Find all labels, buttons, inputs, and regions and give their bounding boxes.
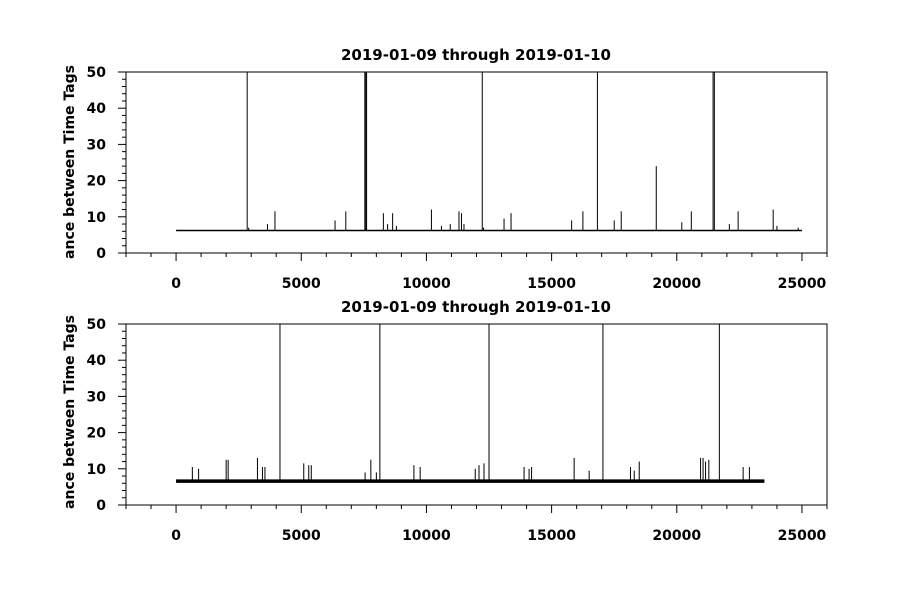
bottom-chart-title: 2019-01-09 through 2019-01-10 <box>341 298 611 316</box>
bottom-x-tick-label: 15000 <box>527 528 576 544</box>
top-y-tick-label: 10 <box>87 210 107 226</box>
bottom-x-tick-label: 20000 <box>652 528 701 544</box>
bottom-y-tick-label: 0 <box>96 498 106 514</box>
top-x-tick-label: 5000 <box>282 276 321 292</box>
bottom-x-tick-label: 25000 <box>778 528 827 544</box>
top-y-tick-label: 40 <box>87 101 107 117</box>
bottom-y-tick-label: 30 <box>87 389 107 405</box>
bottom-y-tick-label: 50 <box>87 317 107 333</box>
top-y-axis-label: ance between Time Tags <box>62 65 78 259</box>
bottom-x-tick-label: 0 <box>171 528 181 544</box>
bottom-y-tick-label: 10 <box>87 462 107 478</box>
bottom-y-tick-label: 40 <box>87 353 107 369</box>
top-x-tick-label: 25000 <box>778 276 827 292</box>
bottom-y-axis-label: ance between Time Tags <box>62 315 78 509</box>
top-x-tick-label: 15000 <box>527 276 576 292</box>
top-y-tick-label: 20 <box>87 174 107 190</box>
top-x-tick-label: 0 <box>171 276 181 292</box>
top-y-tick-label: 0 <box>96 246 106 262</box>
bottom-x-tick-label: 5000 <box>282 528 321 544</box>
top-chart-title: 2019-01-09 through 2019-01-10 <box>341 46 611 64</box>
top-y-tick-label: 30 <box>87 137 107 153</box>
top-plot-area: 0 5000 10000 15000 20000 25000 0 10 20 30 40 50 <box>87 65 828 292</box>
bottom-panel: 2019-01-09 through 2019-01-10 ance betwe… <box>62 298 828 544</box>
top-panel: 2019-01-09 through 2019-01-10 ance betwe… <box>62 46 828 292</box>
bottom-x-tick-label: 10000 <box>402 528 451 544</box>
top-x-tick-label: 10000 <box>402 276 451 292</box>
bottom-y-tick-label: 20 <box>87 426 107 442</box>
top-y-tick-label: 50 <box>87 65 107 81</box>
top-x-tick-label: 20000 <box>652 276 701 292</box>
bottom-plot-area: 0 5000 10000 15000 20000 25000 0 10 20 30 40 50 <box>87 317 828 544</box>
